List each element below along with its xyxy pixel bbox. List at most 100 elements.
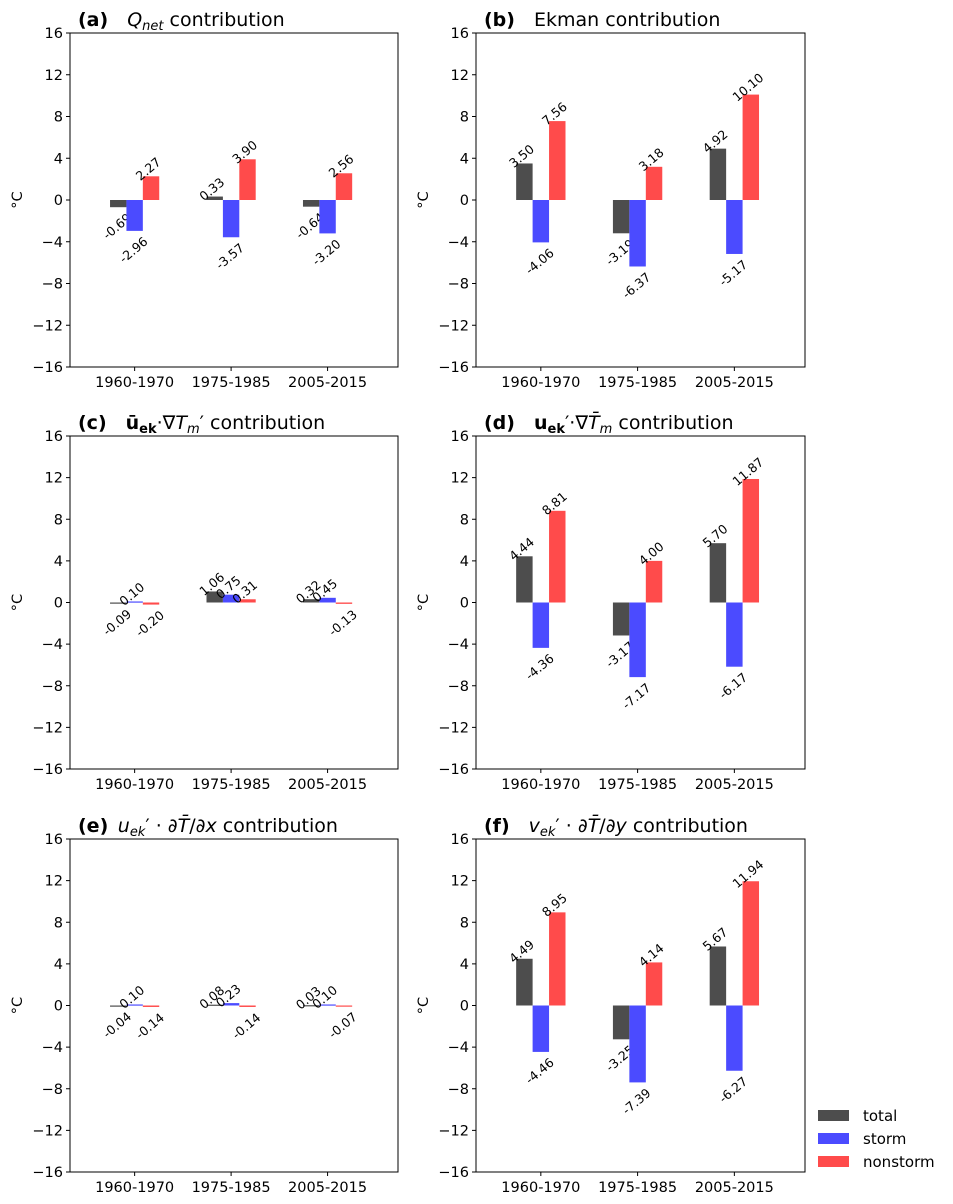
x-tick-label: 1960-1970 xyxy=(501,777,580,793)
y-tick-label: −12 xyxy=(32,318,63,334)
x-tick-label: 1975-1985 xyxy=(192,375,271,391)
y-tick-label: 12 xyxy=(451,471,469,487)
data-label: -4.46 xyxy=(522,1055,556,1087)
x-tick-label: 1975-1985 xyxy=(598,375,677,391)
y-tick-label: −4 xyxy=(42,637,63,653)
bar-storm xyxy=(126,1004,143,1006)
y-tick-label: 16 xyxy=(45,26,63,42)
bar-storm xyxy=(726,200,743,254)
x-tick-label: 1960-1970 xyxy=(95,375,174,391)
bar-nonstorm xyxy=(335,173,353,200)
bar-storm xyxy=(319,597,336,603)
y-tick-label: 8 xyxy=(54,110,63,126)
bar-total xyxy=(516,163,533,200)
x-tick-label: 2005-2015 xyxy=(695,375,774,391)
x-tick-label: 2005-2015 xyxy=(288,375,367,391)
y-tick-label: 0 xyxy=(54,596,63,612)
bar-nonstorm xyxy=(142,1005,160,1007)
data-label: -6.27 xyxy=(716,1074,750,1106)
y-tick-label: 4 xyxy=(460,151,469,167)
chart-panel-c: -0.091.06 0.320.10 0.75 0.45-0.200.31-0.131… xyxy=(10,412,399,793)
y-tick-label: −8 xyxy=(42,277,63,293)
y-tick-label: −12 xyxy=(438,318,469,334)
y-tick-label: 8 xyxy=(54,512,63,528)
bar-total xyxy=(516,556,533,603)
y-tick-label: 4 xyxy=(460,554,469,570)
bar-total xyxy=(612,200,630,234)
legend-label-total: total xyxy=(863,1107,897,1125)
bar-total xyxy=(110,602,127,604)
bar-nonstorm xyxy=(645,166,663,200)
y-axis-label: °C xyxy=(416,191,432,208)
panel-title: (d) uek′·∇T̄m contribution xyxy=(484,410,734,437)
y-tick-label: 12 xyxy=(45,471,63,487)
y-axis-label: °C xyxy=(10,594,26,611)
data-label: -0.13 xyxy=(325,607,359,639)
bar-storm xyxy=(319,200,336,234)
legend-label-nonstorm: nonstorm xyxy=(863,1153,935,1171)
y-tick-label: 16 xyxy=(45,429,63,445)
y-tick-label: −8 xyxy=(448,679,469,695)
y-tick-label: 0 xyxy=(460,999,469,1015)
y-tick-label: −8 xyxy=(42,679,63,695)
bar-total xyxy=(206,1004,223,1006)
y-tick-label: 8 xyxy=(54,915,63,931)
bar-storm xyxy=(222,1003,240,1006)
y-tick-label: −8 xyxy=(448,1082,469,1098)
y-tick-label: −12 xyxy=(32,1123,63,1139)
chart-panel-d: 4.44-3.175.70-4.36-7.17 -6.178.814.0011.8… xyxy=(416,410,806,793)
legend-swatch-storm xyxy=(818,1133,849,1144)
bar-nonstorm xyxy=(549,510,566,603)
bar-nonstorm xyxy=(335,1005,353,1007)
x-tick-label: 1960-1970 xyxy=(95,1180,174,1196)
bar-nonstorm xyxy=(742,478,760,603)
y-tick-label: 4 xyxy=(54,554,63,570)
y-tick-label: 0 xyxy=(54,193,63,209)
bar-total xyxy=(302,1005,320,1007)
y-tick-label: 16 xyxy=(451,429,469,445)
y-tick-label: −4 xyxy=(448,1040,469,1056)
data-label: -0.04 xyxy=(100,1009,134,1041)
bar-storm xyxy=(222,594,240,603)
bar-nonstorm xyxy=(549,121,566,200)
bar-total xyxy=(709,946,727,1006)
y-tick-label: −4 xyxy=(448,235,469,251)
chart-panel-f: 4.49-3.255.67-4.46-7.39 -6.278.954.1411.9… xyxy=(416,813,806,1196)
y-tick-label: 16 xyxy=(451,26,469,42)
x-tick-label: 1975-1985 xyxy=(192,1180,271,1196)
data-label: -0.14 xyxy=(229,1010,263,1042)
y-tick-label: −12 xyxy=(438,1123,469,1139)
y-tick-label: 8 xyxy=(460,110,469,126)
y-tick-label: 12 xyxy=(451,874,469,890)
panel-title: (f) vek′ · ∂T̄/∂y contribution xyxy=(484,813,748,840)
y-tick-label: 0 xyxy=(460,596,469,612)
panel-title: (c) ūek·∇Tm′ contribution xyxy=(78,412,325,437)
bar-total xyxy=(612,1005,630,1040)
x-tick-label: 2005-2015 xyxy=(695,1180,774,1196)
y-tick-label: −16 xyxy=(438,360,469,376)
bar-storm xyxy=(726,602,743,667)
bar-storm xyxy=(532,602,550,648)
panel-title: (b) Ekman contribution xyxy=(484,9,720,31)
y-axis-label: °C xyxy=(10,191,26,208)
data-label: -6.37 xyxy=(619,269,653,301)
y-axis-label: °C xyxy=(416,594,432,611)
y-tick-label: −16 xyxy=(32,360,63,376)
data-label: -2.96 xyxy=(116,234,150,266)
data-label: -0.14 xyxy=(133,1010,167,1042)
bar-storm xyxy=(319,1004,336,1006)
y-tick-label: 0 xyxy=(54,999,63,1015)
y-tick-label: −12 xyxy=(32,720,63,736)
panel-title: (a) Qnet contribution xyxy=(78,9,285,34)
bar-total xyxy=(110,1005,127,1007)
y-tick-label: 4 xyxy=(54,151,63,167)
x-tick-label: 1975-1985 xyxy=(598,1180,677,1196)
y-tick-label: 8 xyxy=(460,915,469,931)
y-tick-label: −4 xyxy=(448,637,469,653)
bar-nonstorm xyxy=(742,881,760,1006)
y-tick-label: 12 xyxy=(45,874,63,890)
y-tick-label: 4 xyxy=(460,957,469,973)
legend: total storm nonstorm xyxy=(818,1107,935,1171)
y-tick-label: −12 xyxy=(438,720,469,736)
